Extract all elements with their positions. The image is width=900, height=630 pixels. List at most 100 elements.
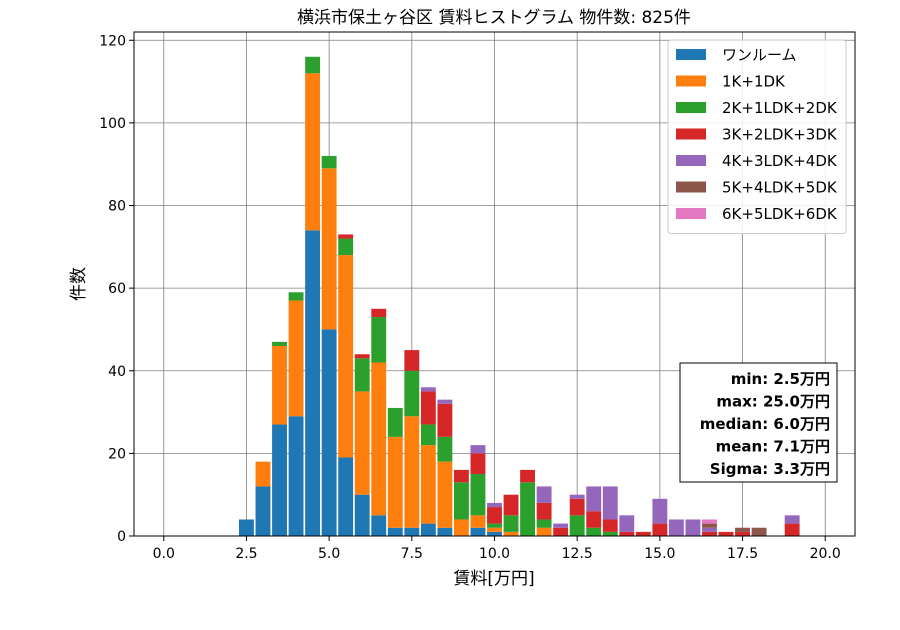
bar-segment: [420, 523, 436, 536]
chart-title: 横浜市保土ヶ谷区 賃料ヒストグラム 物件数: 825件: [297, 8, 691, 28]
bar-segment: [453, 519, 469, 536]
bar-segment: [338, 457, 354, 536]
bar-segment: [586, 486, 602, 512]
legend-swatch: [676, 49, 706, 60]
axis-ticks: 0.0 2.5 5.0 7.5 10.0 12.5 15.0 17.5 20.0 0 20 40 60 8…: [99, 33, 841, 562]
bar-segment: [668, 519, 684, 536]
stats-box: min: 2.5万円 max: 25.0万円 median: 6.0万円 mean: …: [679, 362, 838, 483]
bar-segment: [470, 474, 486, 516]
bar-segment: [553, 527, 569, 536]
y-tick-label: 0: [117, 529, 126, 545]
bar-segment: [569, 494, 585, 499]
stats-line: min: 2.5万円: [731, 370, 830, 388]
y-tick-label: 100: [99, 116, 126, 132]
x-axis-label: 賃料[万円]: [453, 569, 534, 589]
bar-segment: [420, 391, 436, 425]
bar-segment: [437, 403, 453, 437]
bar-segment: [569, 498, 585, 516]
bar-segment: [371, 308, 387, 318]
bar-segment: [371, 362, 387, 516]
bar-segment: [470, 445, 486, 454]
bar-segment: [536, 527, 552, 536]
bar-segment: [321, 168, 337, 330]
bar-segment: [619, 531, 635, 536]
bar-segment: [536, 502, 552, 520]
bar-segment: [602, 519, 618, 532]
legend-label: 3K+2LDK+3DK: [722, 126, 838, 144]
bar-segment: [751, 527, 767, 536]
bar-segment: [371, 317, 387, 363]
bar-segment: [487, 527, 502, 532]
bar-segment: [387, 527, 403, 536]
legend-label: ワンルーム: [722, 46, 797, 64]
bar-segment: [569, 515, 585, 536]
bar-segment: [420, 445, 436, 524]
bar-segment: [635, 531, 651, 536]
bar-segment: [503, 515, 519, 532]
legend-swatch: [676, 75, 706, 87]
bar-segment: [553, 523, 569, 528]
bar-segment: [470, 453, 486, 475]
bar-segment: [784, 515, 800, 524]
bar-segment: [718, 531, 734, 536]
y-tick-label: 120: [99, 33, 126, 49]
bar-segment: [387, 436, 403, 528]
legend-swatch: [676, 102, 706, 113]
bar-segment: [520, 482, 536, 536]
bar-segment: [702, 519, 717, 524]
bar-segment: [652, 523, 668, 536]
bar-segment: [321, 155, 337, 169]
bar-segment: [354, 354, 370, 359]
y-tick-label: 60: [108, 281, 126, 297]
bar-segment: [536, 519, 552, 528]
legend-swatch: [676, 181, 706, 193]
x-tick-label: 10.0: [479, 546, 510, 562]
bar-segment: [437, 436, 453, 462]
bar-segment: [239, 519, 254, 536]
bar-segment: [602, 531, 618, 536]
bar-segment: [288, 416, 304, 536]
legend-label: 6K+5LDK+6DK: [722, 205, 838, 223]
bar-segment: [453, 469, 469, 483]
bar-segment: [487, 507, 502, 524]
bar-segment: [371, 515, 387, 536]
bar-segment: [586, 511, 602, 528]
x-tick-label: 2.5: [235, 546, 257, 562]
bar-segment: [305, 73, 321, 231]
stats-line: Sigma: 3.3万円: [710, 460, 830, 478]
bar-segment: [404, 527, 420, 536]
bar-segment: [255, 486, 271, 536]
bar-segment: [272, 345, 287, 425]
bar-segment: [272, 341, 287, 346]
bar-segment: [321, 329, 337, 536]
y-tick-label: 80: [108, 199, 126, 215]
bars: [239, 56, 800, 536]
y-tick-label: 40: [108, 364, 126, 380]
bar-segment: [487, 531, 502, 536]
bar-segment: [305, 56, 321, 74]
x-tick-label: 17.5: [727, 546, 758, 562]
legend: ワンルーム 1K+1DK 2K+1LDK+2DK 3K+2LDK+3DK 4K+3LDK…: [667, 39, 847, 234]
bar-segment: [338, 255, 354, 458]
bar-segment: [453, 482, 469, 520]
bar-segment: [685, 519, 701, 536]
bar-segment: [437, 461, 453, 528]
x-tick-label: 12.5: [562, 546, 593, 562]
bar-segment: [536, 486, 552, 503]
bar-segment: [735, 527, 750, 532]
bar-segment: [288, 292, 304, 301]
legend-label: 2K+1LDK+2DK: [722, 99, 838, 117]
x-tick-label: 0.0: [153, 546, 175, 562]
y-axis-label: 件数: [69, 267, 89, 301]
bar-segment: [470, 527, 486, 536]
bar-segment: [420, 387, 436, 392]
legend-box: [667, 39, 847, 234]
legend-swatch: [676, 128, 706, 140]
bar-segment: [272, 424, 287, 536]
bar-segment: [619, 515, 635, 532]
legend-swatch: [676, 208, 706, 219]
stats-box-frame: [679, 362, 838, 483]
bar-segment: [586, 527, 602, 536]
legend-label: 4K+3LDK+4DK: [722, 152, 838, 170]
